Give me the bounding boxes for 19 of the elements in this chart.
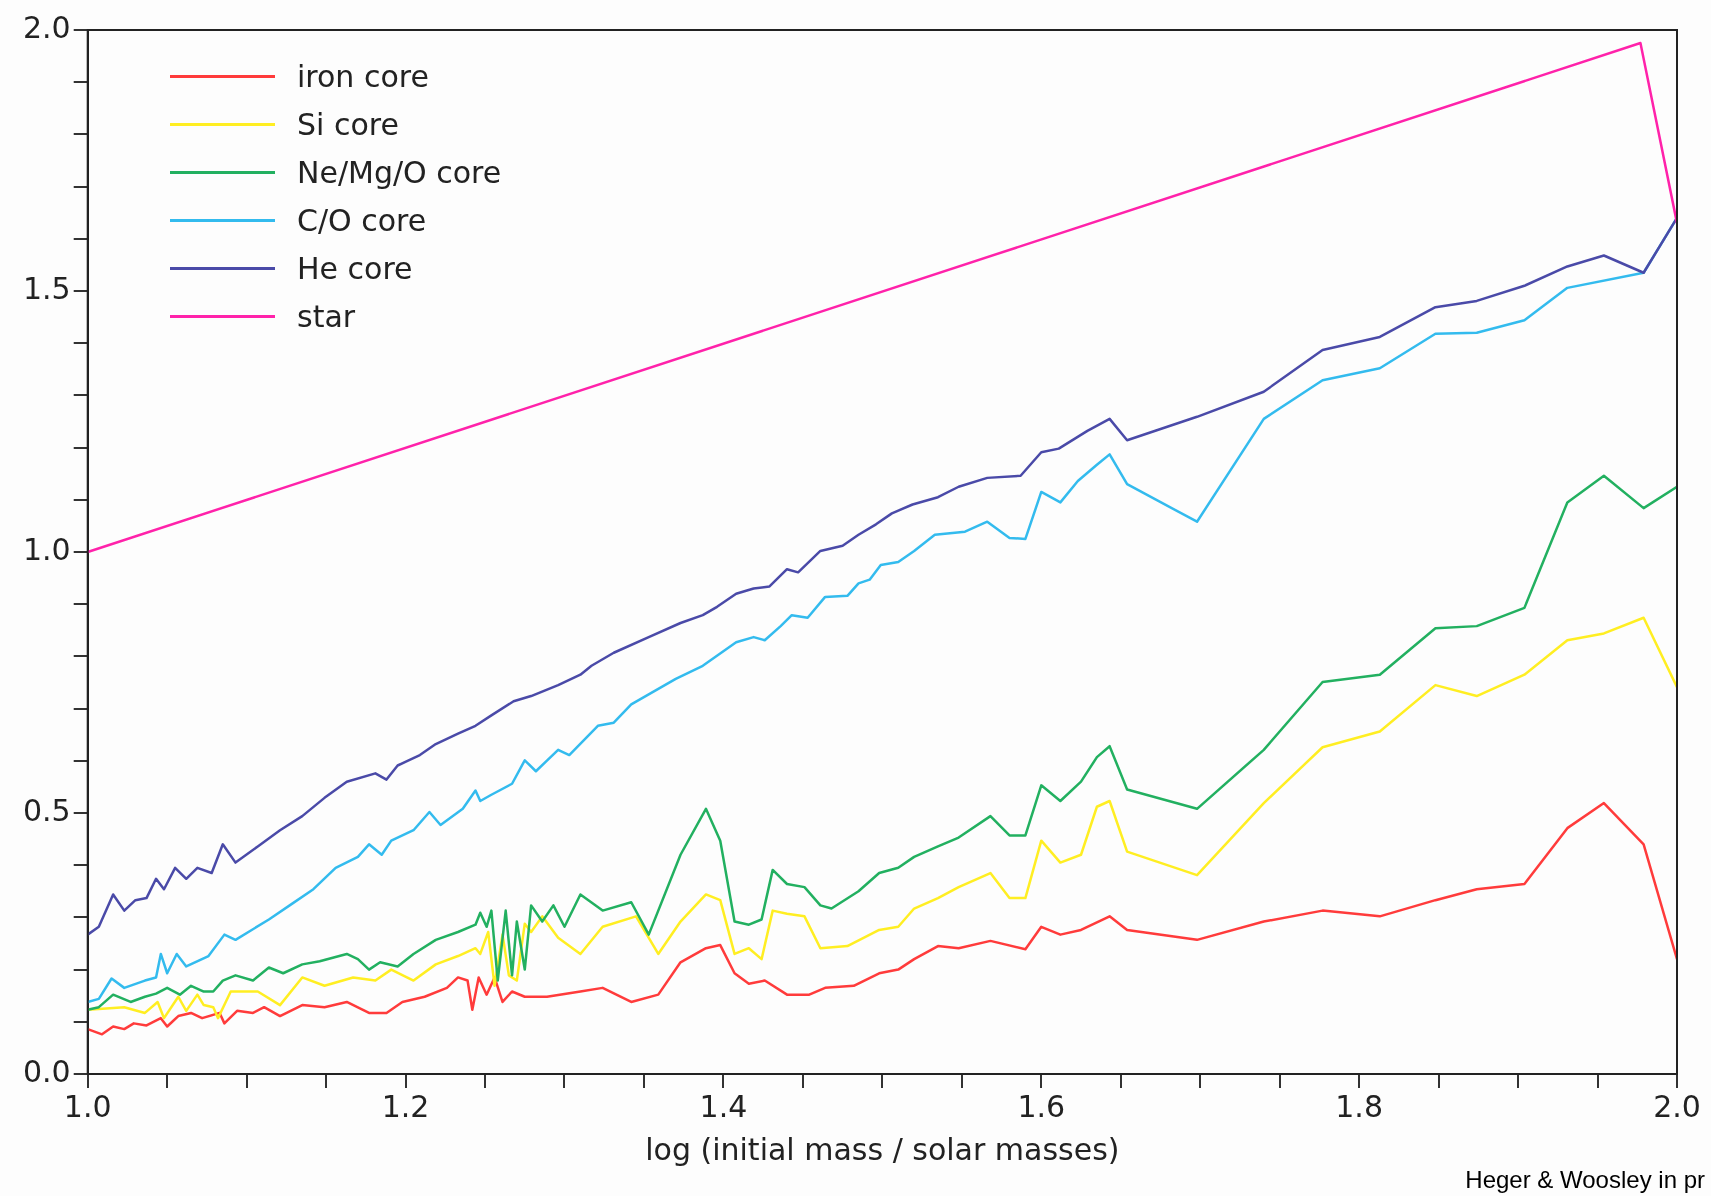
legend-label: Ne/Mg/O core: [297, 154, 502, 190]
x-tick-label: 2.0: [1653, 1088, 1701, 1124]
x-tick-label: 1.8: [1335, 1088, 1383, 1124]
y-tick-label: 2.0: [22, 9, 71, 45]
x-tick-label: 1.0: [63, 1088, 112, 1124]
legend-label: Si core: [297, 106, 399, 142]
x-tick-label: 1.4: [699, 1088, 748, 1124]
x-tick-label: 1.6: [1017, 1088, 1066, 1124]
legend-label: star: [297, 298, 356, 334]
y-tick-label: 1.5: [22, 270, 71, 306]
legend-label: He core: [297, 250, 413, 286]
legend-label: C/O core: [297, 202, 427, 238]
y-tick-label: 0.0: [22, 1053, 71, 1089]
x-tick-label: 1.2: [381, 1088, 430, 1124]
text: Heger & Woosley in pr: [1465, 1166, 1705, 1194]
legend-label: iron core: [297, 58, 429, 94]
y-tick-label: 1.0: [22, 531, 71, 567]
x-axis-title: log (initial mass / solar masses): [645, 1131, 1120, 1167]
y-tick-label: 0.5: [22, 792, 71, 828]
